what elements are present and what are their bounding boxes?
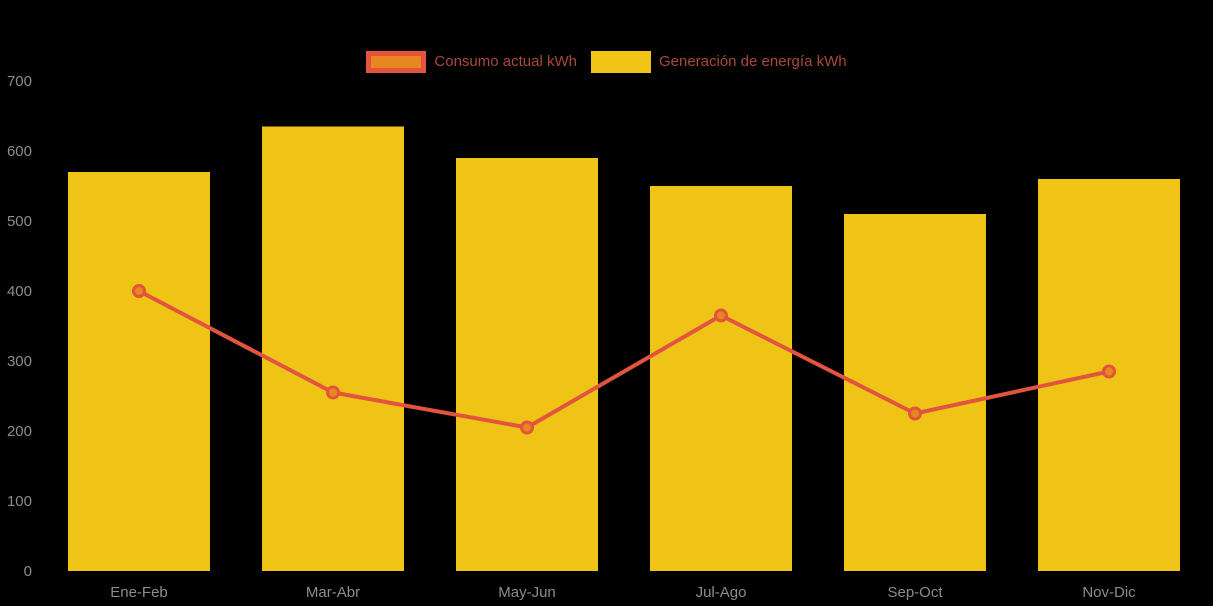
- x-axis-tick-label-jul-ago: Jul-Ago: [696, 584, 747, 601]
- x-axis-tick-label-ene-feb: Ene-Feb: [110, 584, 168, 601]
- x-axis-tick-label-nov-dic: Nov-Dic: [1082, 584, 1136, 601]
- x-axis-tick-label-mar-abr: Mar-Abr: [306, 584, 360, 601]
- line-point-ene-feb[interactable]: [132, 284, 146, 298]
- legend-item-generacion[interactable]: Generación de energía kWh: [590, 51, 847, 73]
- y-axis-tick-label: 200: [7, 423, 32, 440]
- line-point-sep-oct[interactable]: [908, 406, 922, 421]
- bar-sep-oct[interactable]: [844, 214, 986, 571]
- line-point-jul-ago[interactable]: [714, 308, 728, 323]
- chart-legend: Consumo actual kWh Generación de energía…: [0, 50, 1213, 74]
- bar-may-jun[interactable]: [456, 158, 598, 571]
- legend-label-generacion: Generación de energía kWh: [658, 53, 847, 70]
- y-axis-tick-label: 700: [7, 73, 32, 90]
- legend-label-consumo: Consumo actual kWh: [434, 53, 577, 70]
- line-point-may-jun[interactable]: [520, 420, 534, 435]
- legend-item-consumo[interactable]: Consumo actual kWh: [366, 51, 577, 73]
- y-axis-tick-label: 300: [7, 353, 32, 370]
- x-axis-tick-label-sep-oct: Sep-Oct: [887, 584, 943, 601]
- y-axis-tick-label: 100: [7, 493, 32, 510]
- consumo-line: [137, 289, 1111, 430]
- line-point-nov-dic[interactable]: [1102, 364, 1116, 379]
- y-axis-tick-label: 0: [24, 563, 32, 580]
- y-axis-tick-label: 400: [7, 283, 32, 300]
- x-axis-tick-label-may-jun: May-Jun: [498, 584, 556, 601]
- y-axis-tick-label: 500: [7, 213, 32, 230]
- y-axis-tick-label: 600: [7, 143, 32, 160]
- generacion-swatch-icon: [590, 51, 651, 73]
- bar-jul-ago[interactable]: [650, 186, 792, 571]
- bar-ene-feb[interactable]: [68, 172, 210, 571]
- consumo-swatch-icon: [366, 51, 427, 73]
- bar-mar-abr[interactable]: [262, 126, 404, 572]
- line-point-mar-abr[interactable]: [326, 385, 340, 400]
